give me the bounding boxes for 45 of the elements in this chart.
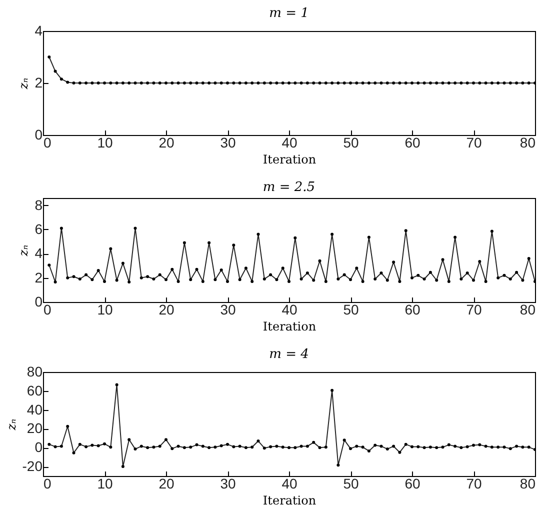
x-tick-label: 30 — [220, 476, 236, 492]
x-tick-label: 40 — [282, 302, 298, 318]
x-tick-label: 20 — [158, 302, 174, 318]
x-tick-label: 20 — [158, 476, 174, 492]
x-tick-label: 60 — [404, 302, 420, 318]
y-axis-title: zₙ — [4, 418, 18, 432]
y-tick-label: 6 — [34, 220, 43, 237]
y-tick-label: 2 — [34, 74, 43, 90]
x-tick-label: 80 — [520, 134, 536, 150]
y-tick-label: 4 — [34, 245, 43, 262]
x-tick-label: 10 — [97, 302, 113, 318]
x-tick-label: 50 — [343, 302, 359, 318]
x-tick-label: 60 — [404, 476, 420, 492]
x-tick-label: 40 — [282, 476, 298, 492]
x-tick-label: 20 — [158, 134, 174, 150]
x-tick-label: 50 — [343, 476, 359, 492]
y-tick-label: 20 — [26, 420, 43, 436]
x-axis-title: Iteration — [262, 320, 316, 334]
x-tick-label: 70 — [466, 476, 482, 492]
chart-title: m = 1 — [269, 6, 309, 21]
x-axis-title: Iteration — [262, 152, 316, 166]
y-tick-label: 2 — [34, 269, 43, 286]
chart-title: m = 2.5 — [262, 180, 316, 195]
x-axis-title: Iteration — [262, 494, 316, 508]
x-tick-label: 10 — [97, 476, 113, 492]
x-tick-label: 80 — [520, 302, 536, 318]
y-tick-label: 0 — [34, 439, 43, 456]
x-tick-label: 50 — [343, 134, 359, 150]
y-tick-label: 8 — [34, 196, 43, 213]
x-tick-label: 70 — [466, 302, 482, 318]
chart-title: m = 4 — [269, 347, 309, 362]
y-tick-label: -20 — [22, 458, 43, 474]
y-tick-label: 60 — [26, 382, 43, 398]
x-tick-label: 30 — [220, 302, 236, 318]
y-tick-label: 80 — [26, 364, 43, 380]
x-tick-label: 80 — [520, 476, 536, 492]
y-axis-title: zₙ — [16, 244, 31, 258]
y-axis-title: zₙ — [16, 78, 31, 90]
x-tick-label: 30 — [220, 134, 236, 150]
x-tick-label: 70 — [466, 134, 482, 150]
y-tick-label: 4 — [34, 22, 43, 38]
x-tick-label: 60 — [404, 134, 420, 150]
y-tick-label: 40 — [26, 401, 43, 418]
x-tick-label: 10 — [97, 134, 113, 150]
x-tick-label: 40 — [282, 134, 298, 150]
